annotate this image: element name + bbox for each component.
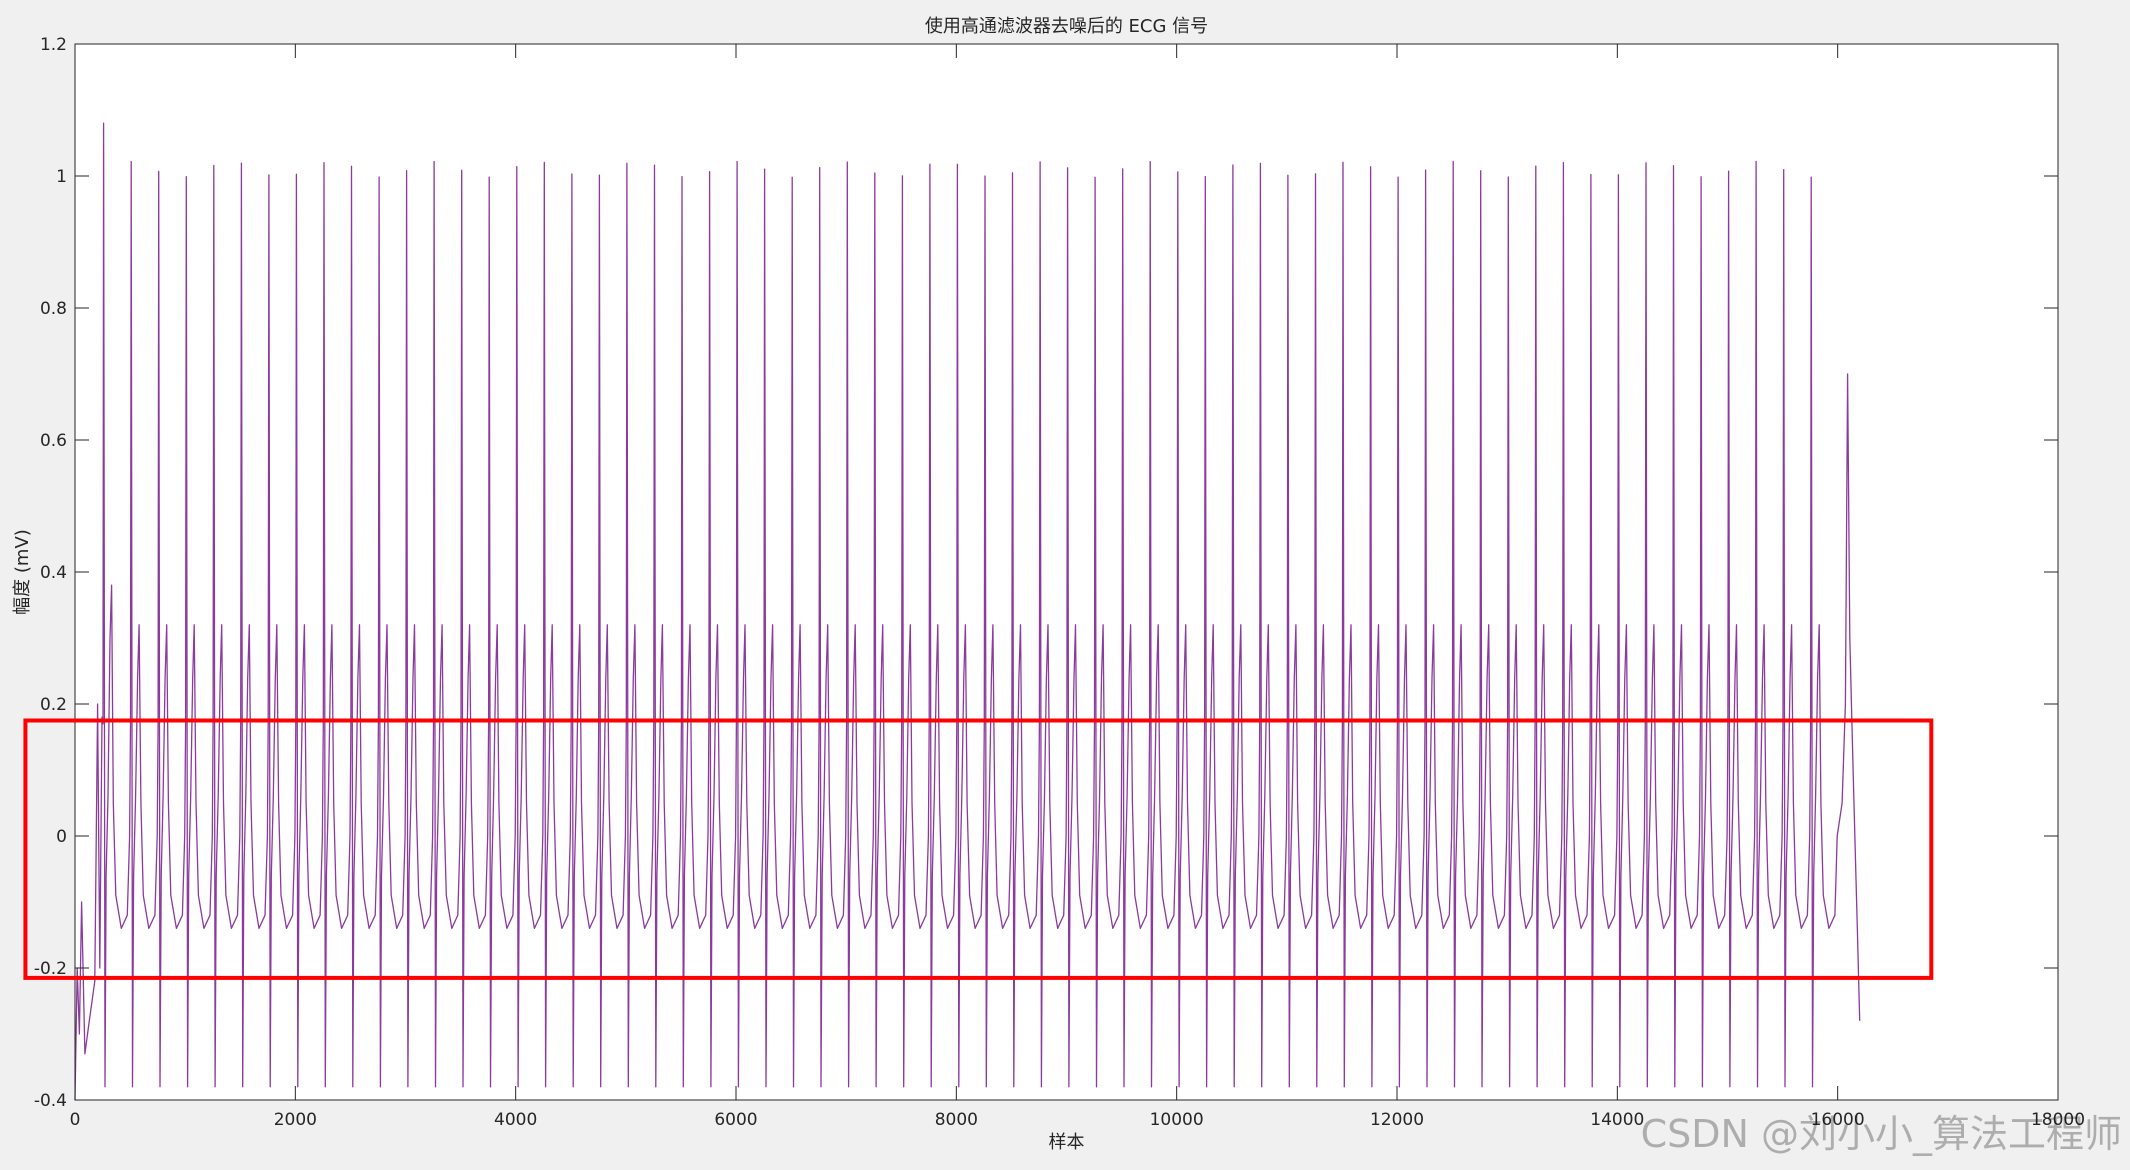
y-tick-label: 0.4 [40,563,67,583]
y-tick-label: -0.2 [34,959,67,979]
highlight-rectangle [23,718,1934,980]
series-layer [74,122,1861,1101]
x-tick-label: 10000 [1150,1110,1204,1130]
axes-layer: 0 2000 4000 6000 8000 10000 12000 14000 16000 180… [34,35,2085,1130]
y-tick-label: 0 [56,827,67,847]
y-tick-label: 1 [56,167,67,187]
x-tick-label: 6000 [714,1110,757,1130]
chart-title: 使用高通滤波器去噪后的 ECG 信号 [925,16,1208,37]
y-tick-label: 1.2 [40,35,67,55]
ecg-series-line [74,122,1861,1101]
x-tick-label: 0 [70,1110,81,1130]
annotation-layer [23,718,1934,980]
y-tick-label: 0.8 [40,299,67,319]
x-tick-label: 14000 [1590,1110,1644,1130]
y-tick-label: 0.6 [40,431,67,451]
y-axis-title: 幅度 (mV) [12,529,33,615]
watermark-text: CSDN @刘小小_算法工程师 [1641,1112,2122,1156]
x-tick-label: 12000 [1370,1110,1424,1130]
y-tick-label: 0.2 [40,695,67,715]
x-tick-label: 18000 [2031,1110,2085,1130]
y-tick-label: -0.4 [34,1091,67,1111]
x-axis-title: 样本 [1049,1132,1085,1153]
x-tick-label: 16000 [1811,1110,1865,1130]
x-tick-label: 8000 [935,1110,978,1130]
x-tick-label: 2000 [274,1110,317,1130]
x-tick-label: 4000 [494,1110,537,1130]
